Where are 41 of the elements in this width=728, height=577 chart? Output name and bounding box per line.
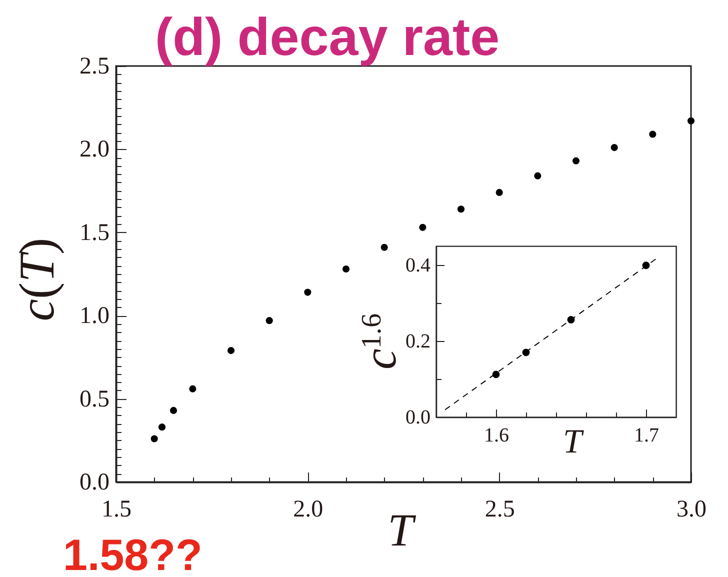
y-tick-label: 2.0	[80, 136, 110, 163]
point	[380, 244, 388, 251]
point	[158, 424, 166, 431]
x-tick-label: 1.6	[484, 424, 509, 446]
y-tick-label: 0.0	[406, 406, 430, 428]
y-tick-label: 0.5	[80, 386, 110, 412]
y-tick-label: 0.2	[406, 330, 430, 352]
x-tick-label: 2.5	[484, 496, 515, 522]
point	[419, 224, 426, 231]
y-tick-label: 1.0	[80, 303, 110, 330]
point	[649, 130, 656, 138]
y-tick-label: 0.4	[406, 254, 430, 276]
point	[534, 172, 542, 180]
x-tick-label: 1.5	[102, 496, 132, 522]
point	[572, 157, 580, 164]
point	[496, 188, 503, 196]
point	[227, 347, 235, 354]
y-tick-label: 0.0	[80, 470, 110, 496]
point	[522, 348, 530, 356]
x-axis-title: T	[388, 504, 417, 556]
point	[457, 206, 465, 213]
x-tick-label: 2.0	[293, 496, 324, 522]
x-axis-title: T	[563, 424, 584, 460]
point	[266, 317, 273, 324]
point	[150, 435, 158, 442]
point	[342, 265, 350, 273]
point	[189, 385, 196, 392]
x-tick-label: 3.0	[676, 496, 706, 522]
point	[170, 406, 178, 414]
x-tick-label: 1.7	[634, 424, 659, 446]
point	[687, 117, 695, 124]
y-tick-label: 2.5	[80, 54, 110, 80]
point	[610, 144, 618, 152]
text: 1.58??	[63, 531, 202, 577]
point	[304, 288, 312, 296]
point	[642, 262, 650, 270]
y-axis-title: c(T)	[8, 238, 64, 322]
chart-title: (d) decay rate	[155, 8, 500, 67]
y-tick-label: 1.5	[80, 220, 110, 246]
point	[567, 316, 575, 324]
point	[492, 370, 500, 378]
